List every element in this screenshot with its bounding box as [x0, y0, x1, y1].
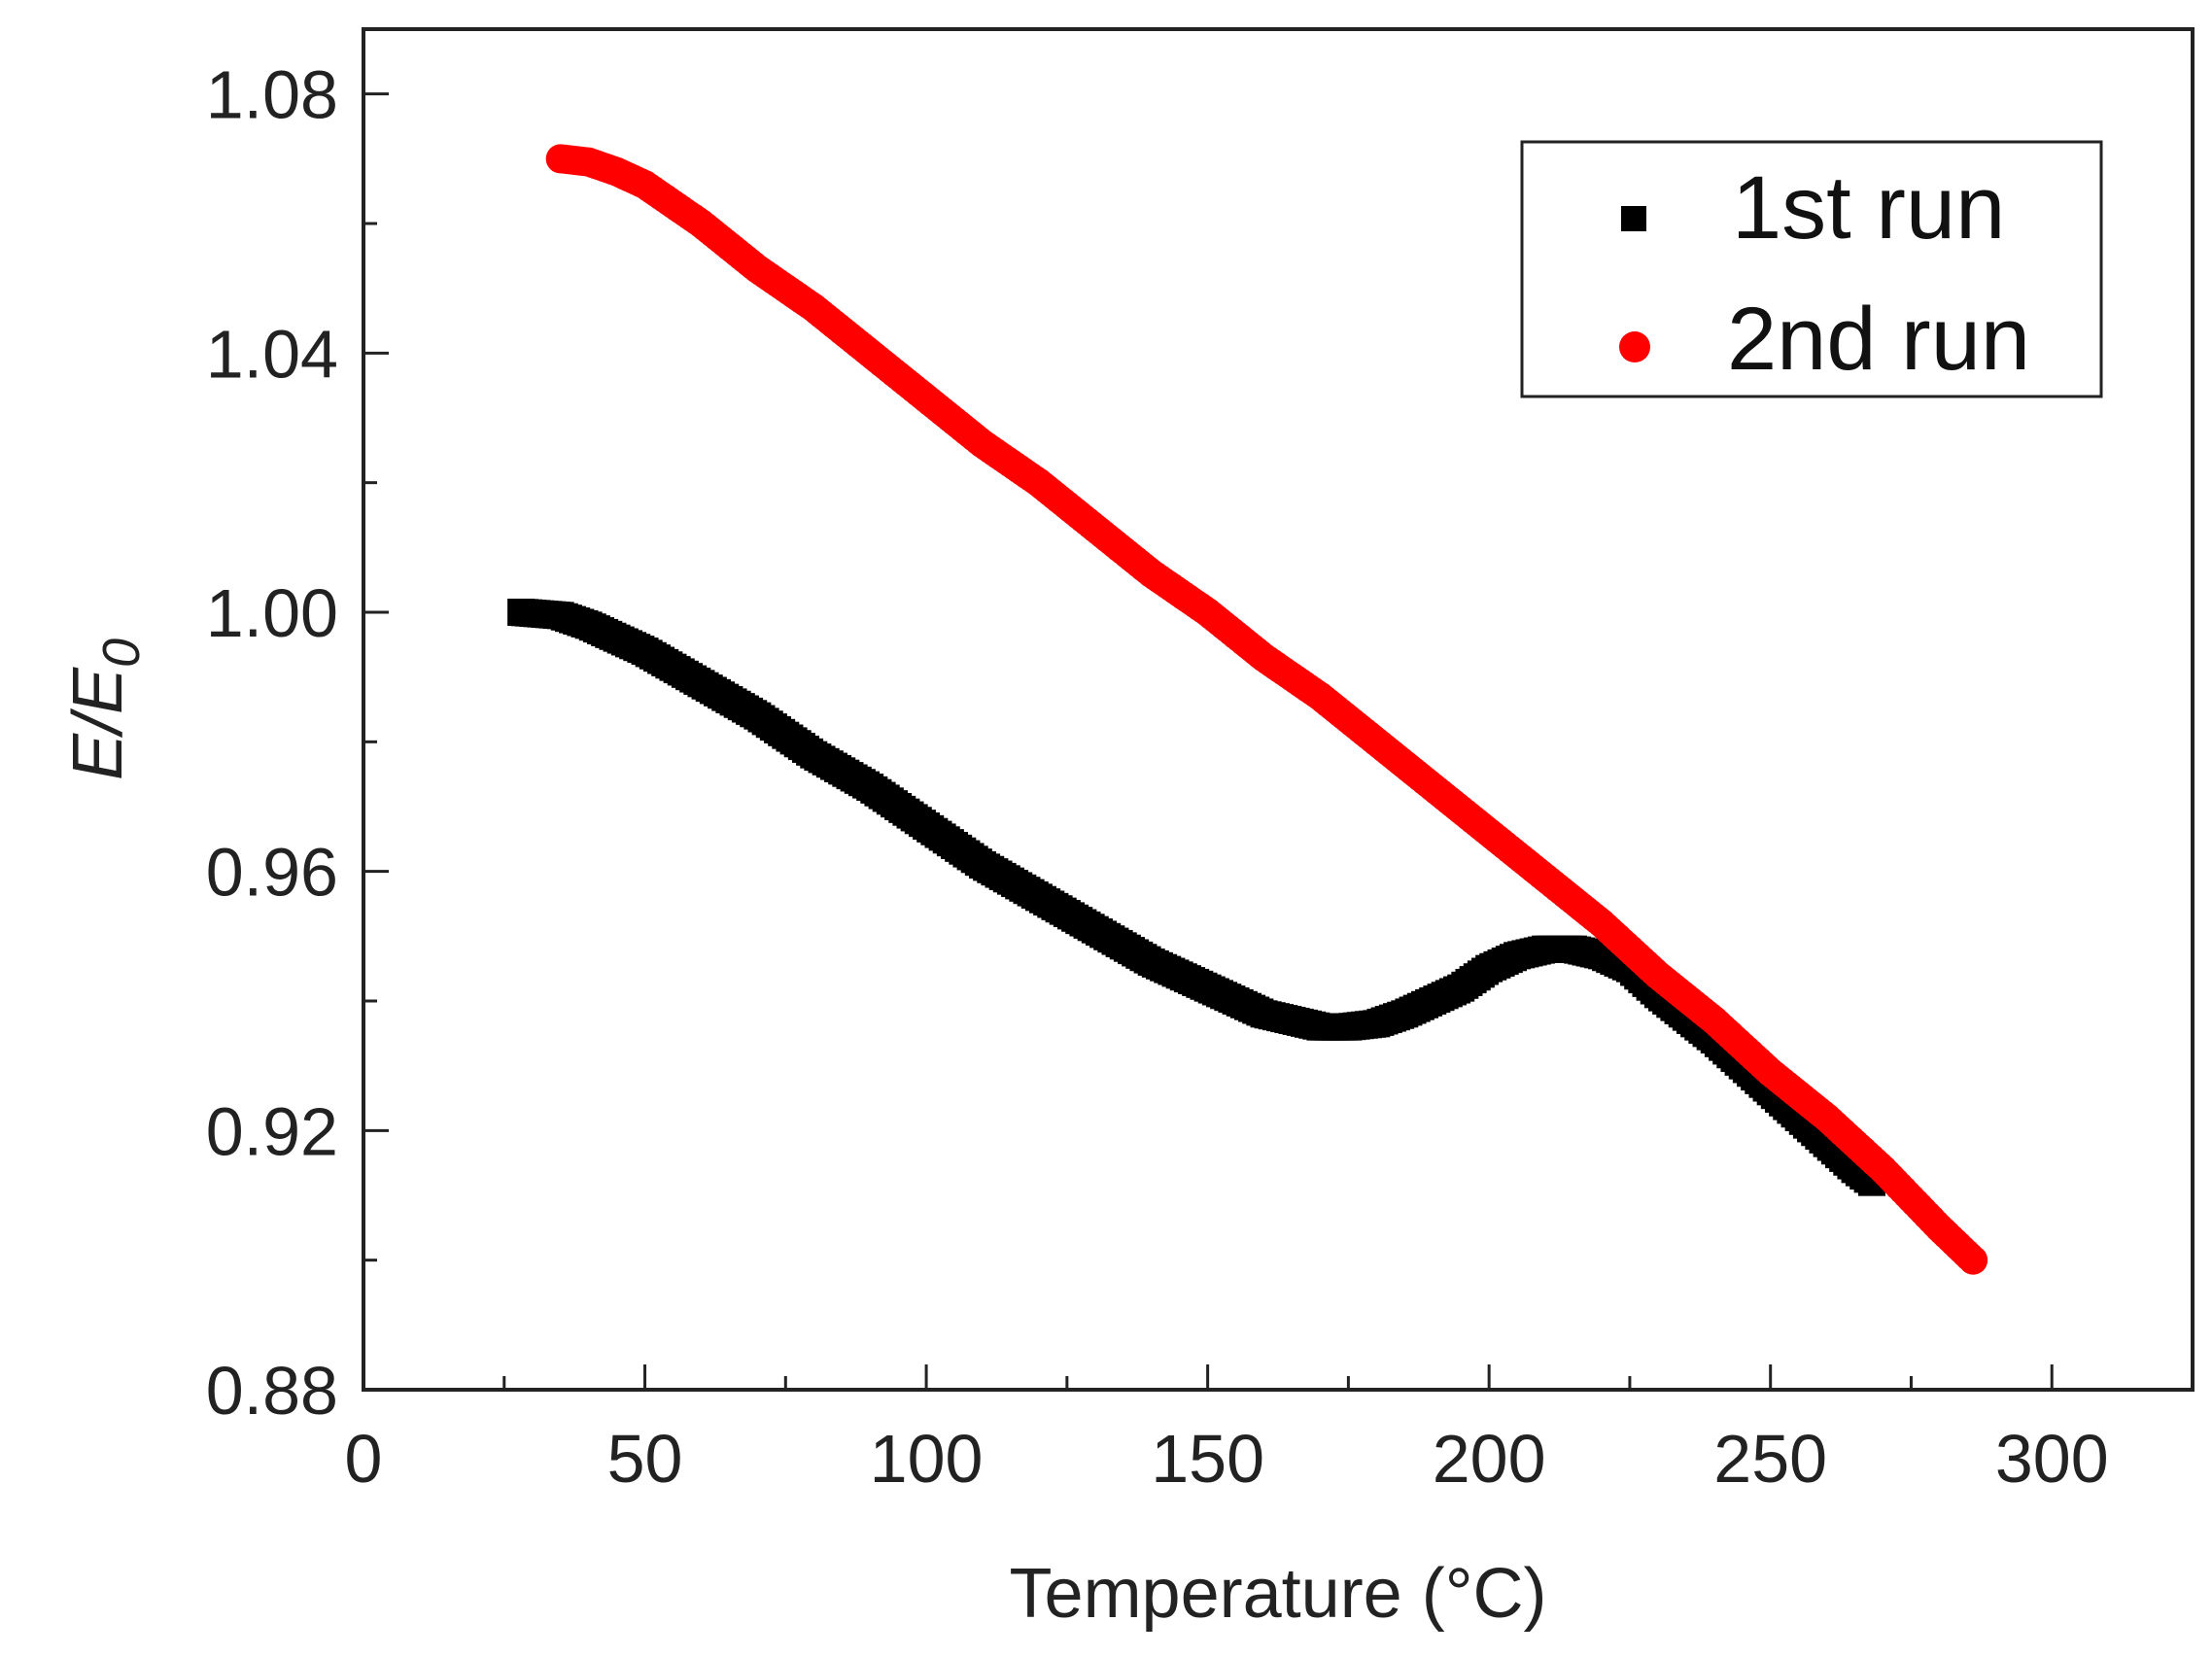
y-axis-title-main: E/E [59, 667, 137, 780]
y-axis-title: E/E0 [59, 638, 151, 780]
x-tick-label: 50 [607, 1421, 683, 1497]
x-axis-title: Temperature (°C) [1010, 1555, 1547, 1633]
y-axis-title-sub: 0 [92, 638, 151, 668]
y-tick-label: 1.08 [206, 57, 338, 133]
x-tick-label: 100 [870, 1421, 984, 1497]
series-2nd-run [545, 144, 1988, 1275]
legend-box [1520, 140, 2103, 398]
y-tick-label: 0.96 [206, 835, 338, 911]
y-tick-label: 1.00 [206, 575, 338, 651]
x-tick-label: 150 [1151, 1421, 1264, 1497]
plot-frame [362, 27, 2195, 1392]
ticks-layer [362, 92, 2195, 1392]
legend-label-2nd-run: 2nd run [1727, 290, 2030, 389]
legend: 1st run 2nd run [1520, 140, 2103, 398]
y-tick-label: 0.92 [206, 1093, 338, 1169]
data-layer [507, 144, 1988, 1275]
y-tick-label: 1.04 [206, 316, 338, 392]
legend-label-1st-run: 1st run [1732, 158, 2005, 258]
data-point [1958, 1245, 1988, 1275]
legend-marker-1st-run [1621, 206, 1646, 231]
tick-labels: 0 50 100 150 200 250 300 0.88 0.92 0.96 1.00 1.04 1.… [206, 57, 2109, 1497]
x-tick-label: 200 [1433, 1421, 1546, 1497]
x-tick-label: 250 [1713, 1421, 1827, 1497]
x-tick-label: 0 [345, 1421, 383, 1497]
legend-marker-2nd-run [1619, 331, 1650, 362]
x-tick-label: 300 [1995, 1421, 2109, 1497]
y-tick-label: 0.88 [206, 1353, 338, 1429]
series-1st-run [507, 599, 1885, 1196]
